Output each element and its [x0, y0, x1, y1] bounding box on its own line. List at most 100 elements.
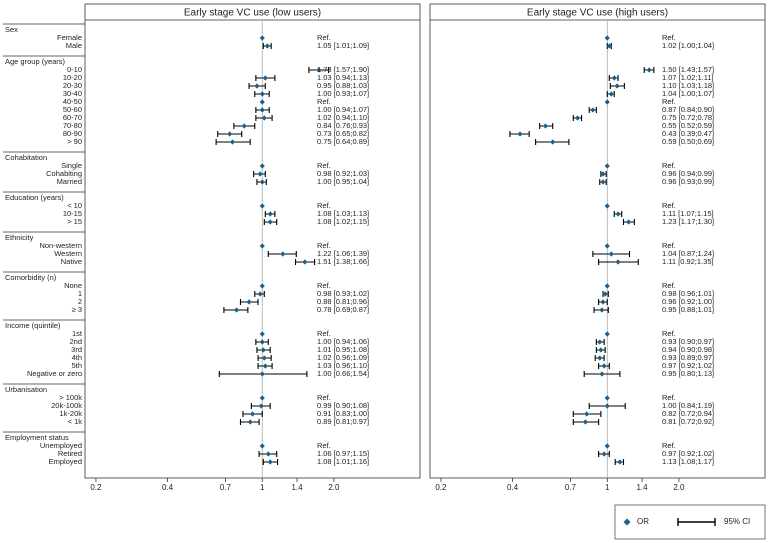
value-label: Ref.	[317, 329, 331, 338]
value-label: 0.91 [0.83;1.00]	[317, 409, 369, 418]
x-tick-label: 0.2	[90, 483, 102, 492]
value-label: Ref.	[662, 329, 676, 338]
value-label: 0.95 [0.80;1.13]	[662, 369, 714, 378]
x-tick-label: 1.4	[291, 483, 303, 492]
or-marker	[233, 307, 240, 313]
value-label: 0.75 [0.64;0.89]	[317, 137, 369, 146]
group-header: Sex	[5, 25, 18, 34]
row-label: Western	[54, 249, 82, 258]
group-header: Age group (years)	[5, 57, 66, 66]
value-label: Ref.	[317, 281, 331, 290]
value-label: 1.00 [0.94;1.07]	[317, 105, 369, 114]
x-tick-label: 1.4	[636, 483, 648, 492]
value-label: Ref.	[317, 201, 331, 210]
x-tick-label: 0.2	[435, 483, 447, 492]
or-marker	[606, 43, 612, 49]
panel	[429, 3, 766, 479]
row-label: Married	[57, 177, 82, 186]
value-label: Ref.	[317, 161, 331, 170]
or-marker	[265, 451, 271, 457]
or-marker	[227, 131, 233, 137]
value-label: 1.00 [0.93;1.07]	[317, 89, 369, 98]
or-marker	[604, 203, 610, 209]
value-label: 1.22 [1.06;1.39]	[317, 249, 369, 258]
or-marker	[246, 299, 252, 305]
x-tick-label: 2.0	[328, 483, 340, 492]
value-label: 0.99 [0.90;1.08]	[317, 401, 369, 410]
or-marker	[604, 331, 610, 337]
row-label: 2nd	[69, 337, 82, 346]
legend-box	[614, 504, 766, 540]
value-label: 0.96 [0.93;0.99]	[662, 177, 714, 186]
or-marker	[604, 35, 610, 41]
row-label: 70-80	[63, 121, 82, 130]
or-marker	[259, 371, 265, 377]
or-marker	[229, 139, 236, 145]
value-label: 1.73 [1.57;1.90]	[317, 65, 369, 74]
row-label: < 10	[67, 201, 82, 210]
value-label: 1.03 [0.94;1.13]	[317, 73, 369, 82]
or-marker	[615, 259, 621, 265]
value-label: 0.97 [0.92;1.02]	[662, 361, 714, 370]
or-marker	[626, 219, 632, 225]
or-marker	[617, 459, 623, 465]
or-marker	[517, 131, 523, 137]
or-marker	[262, 363, 268, 369]
or-marker	[599, 371, 605, 377]
row-label: Retired	[58, 449, 82, 458]
or-marker	[604, 163, 610, 169]
value-label: 1.01 [0.95;1.08]	[317, 345, 369, 354]
or-marker	[598, 347, 604, 353]
or-marker	[267, 211, 273, 217]
or-marker	[259, 339, 265, 345]
row-label: Single	[61, 161, 82, 170]
value-label: 0.82 [0.72;0.94]	[662, 409, 714, 418]
row-label: 60-70	[63, 113, 82, 122]
value-label: 1.23 [1.17;1.30]	[662, 217, 714, 226]
value-label: 0.78 [0.69;0.87]	[317, 305, 369, 314]
value-label: Ref.	[317, 441, 331, 450]
or-marker	[267, 459, 273, 465]
row-label: Male	[66, 41, 82, 50]
group-header: Comorbidity (n)	[5, 273, 57, 282]
or-marker	[259, 107, 265, 113]
or-marker	[604, 283, 610, 289]
or-marker	[259, 163, 265, 169]
value-label: 1.05 [1.01;1.09]	[317, 41, 369, 50]
or-marker	[316, 67, 322, 73]
value-label: 0.98 [0.93;1.02]	[317, 289, 369, 298]
value-label: Ref.	[662, 161, 676, 170]
row-label: Unemployed	[40, 441, 82, 450]
value-label: 1.50 [1.43;1.57]	[662, 65, 714, 74]
value-label: 0.81 [0.72;0.92]	[662, 417, 714, 426]
value-label: 0.95 [0.88;1.03]	[317, 81, 369, 90]
row-label: 80-90	[63, 129, 82, 138]
or-marker	[259, 283, 265, 289]
or-marker	[600, 179, 606, 185]
value-label: Ref.	[662, 201, 676, 210]
or-marker	[260, 347, 266, 353]
or-marker	[584, 411, 590, 417]
or-marker	[597, 355, 603, 361]
value-label: 1.03 [0.96;1.10]	[317, 361, 369, 370]
or-marker	[614, 83, 620, 89]
value-label: 1.11 [1.07;1.15]	[662, 209, 714, 218]
value-label: 1.08 [1.03;1.13]	[317, 209, 369, 218]
row-label: 1k-20k	[59, 409, 82, 418]
value-label: 0.93 [0.89;0.97]	[662, 353, 714, 362]
row-label: > 100k	[59, 393, 82, 402]
or-marker	[600, 299, 606, 305]
value-label: 1.13 [1.08;1.17]	[662, 457, 714, 466]
or-marker	[259, 99, 265, 105]
or-marker	[259, 331, 265, 337]
or-marker	[590, 107, 596, 113]
row-label: 40-50	[63, 97, 82, 106]
value-label: 1.06 [0.97;1.15]	[317, 449, 369, 458]
x-tick-label: 1	[605, 483, 610, 492]
or-marker	[259, 443, 265, 449]
row-label: 10-20	[63, 73, 82, 82]
row-label: Non-western	[39, 241, 82, 250]
legend-marker	[623, 518, 631, 526]
value-label: Ref.	[317, 393, 331, 402]
or-marker	[601, 363, 607, 369]
